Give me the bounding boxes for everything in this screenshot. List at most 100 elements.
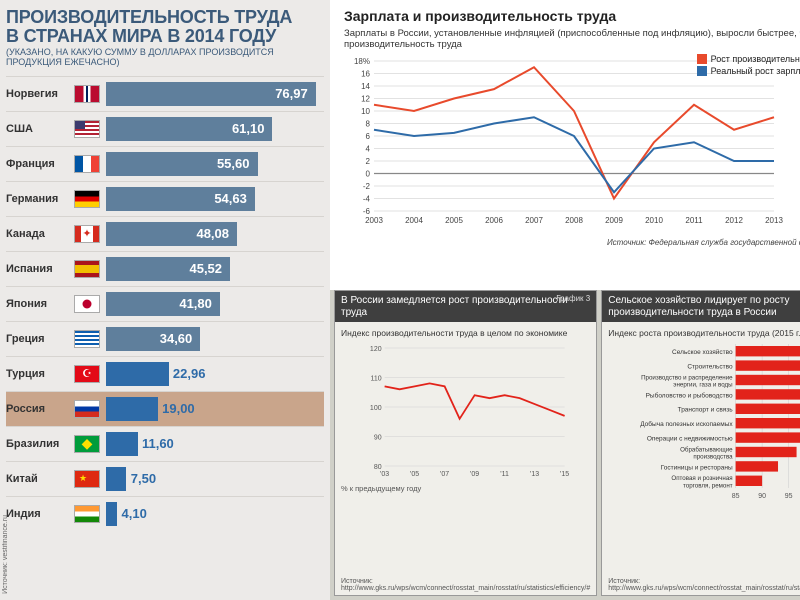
country-name: Турция (6, 368, 74, 380)
svg-text:2013: 2013 (765, 216, 783, 225)
svg-text:Сельское хозяйство: Сельское хозяйство (672, 348, 733, 356)
country-name: Норвегия (6, 88, 74, 100)
tr-title: Зарплата и производительность труда (344, 8, 800, 24)
country-name: США (6, 123, 74, 135)
productivity-bar: 41,80 (106, 292, 220, 316)
country-name: Россия (6, 403, 74, 415)
country-name: Индия (6, 508, 74, 520)
svg-text:'03: '03 (380, 471, 389, 478)
svg-text:2008: 2008 (565, 216, 583, 225)
svg-text:4: 4 (366, 144, 371, 153)
flag-icon (74, 190, 100, 208)
svg-text:80: 80 (374, 464, 382, 471)
svg-text:8: 8 (366, 119, 371, 128)
productivity-bar: 61,10 (106, 117, 272, 141)
svg-text:'13: '13 (530, 471, 539, 478)
country-name: Германия (6, 193, 74, 205)
legend-swatch-prod (697, 54, 707, 64)
country-row: Китай7,50 (6, 461, 324, 496)
country-row: Канада 48,08 (6, 216, 324, 251)
flag-icon (74, 400, 100, 418)
country-row: Испания 45,52 (6, 251, 324, 286)
svg-text:14: 14 (361, 82, 370, 91)
panel3-tag: График 3 (556, 294, 590, 303)
svg-text:2009: 2009 (605, 216, 623, 225)
productivity-bar: 48,08 (106, 222, 237, 246)
svg-text:Обрабатывающие: Обрабатывающие (680, 446, 733, 453)
country-name: Япония (6, 298, 74, 310)
flag-icon (74, 155, 100, 173)
svg-text:16: 16 (361, 69, 370, 78)
productivity-value: 19,00 (162, 401, 195, 416)
productivity-index-line-chart: 8090100110120'03'05'07'09'11'13'15 (341, 342, 590, 482)
svg-text:2011: 2011 (685, 216, 703, 225)
svg-text:2005: 2005 (445, 216, 463, 225)
country-name: Испания (6, 263, 74, 275)
country-row: Норвегия 76,97 (6, 76, 324, 111)
panel4-source: Источник: http://www.gks.ru/wps/wcm/conn… (608, 574, 800, 593)
left-subtitle: (УКАЗАНО, НА КАКУЮ СУММУ В ДОЛЛАРАХ ПРОИ… (6, 48, 324, 68)
svg-text:'05: '05 (410, 471, 419, 478)
svg-text:18%: 18% (354, 57, 370, 66)
svg-text:85: 85 (732, 493, 740, 500)
svg-text:0: 0 (366, 169, 371, 178)
bottom-right-wrap: В России замедляется рост производительн… (330, 290, 800, 600)
country-name: Греция (6, 333, 74, 345)
productivity-value: 7,50 (131, 471, 156, 486)
productivity-bar: 54,63 (106, 187, 255, 211)
svg-text:100: 100 (370, 405, 382, 412)
country-name: Франция (6, 158, 74, 170)
panel4-head: Сельское хозяйство лидирует по росту про… (602, 291, 800, 322)
panel3-xlabel: % к предыдущему году (341, 484, 590, 493)
svg-text:Операции с недвижимостью: Операции с недвижимостью (647, 435, 733, 442)
left-productivity-panel: ПРОИЗВОДИТЕЛЬНОСТЬ ТРУДА В СТРАНАХ МИРА … (0, 0, 330, 600)
flag-icon (74, 295, 100, 313)
flag-icon (74, 225, 100, 243)
tr-source: Источник: Федеральная служба государстве… (344, 238, 800, 247)
svg-text:90: 90 (374, 435, 382, 442)
flag-icon (74, 435, 100, 453)
country-name: Канада (6, 228, 74, 240)
productivity-bar: 45,52 (106, 257, 230, 281)
flag-icon (74, 330, 100, 348)
country-row: Бразилия11,60 (6, 426, 324, 461)
tr-subtitle: Зарплаты в России, установленные инфляци… (344, 28, 800, 51)
svg-text:2: 2 (366, 157, 371, 166)
svg-text:2012: 2012 (725, 216, 743, 225)
country-row: США 61,10 (6, 111, 324, 146)
flag-icon (74, 470, 100, 488)
country-bars: Норвегия 76,97 США 61,10 Франция 55,60 Германи… (6, 76, 324, 531)
svg-text:2010: 2010 (645, 216, 663, 225)
productivity-bar (106, 397, 158, 421)
svg-text:6: 6 (366, 132, 371, 141)
country-row: Япония 41,80 (6, 286, 324, 321)
flag-icon (74, 85, 100, 103)
legend-label-prod: Рост производительности труда (711, 54, 800, 64)
country-row: Германия 54,63 (6, 181, 324, 216)
country-name: Бразилия (6, 438, 74, 450)
productivity-bar (106, 502, 117, 526)
productivity-bar: 76,97 (106, 82, 316, 106)
flag-icon (74, 505, 100, 523)
svg-text:90: 90 (758, 493, 766, 500)
country-row: Россия 19,00 (6, 391, 324, 426)
panel-4: Сельское хозяйство лидирует по росту про… (601, 290, 800, 596)
svg-text:Строительство: Строительство (688, 363, 734, 370)
flag-icon (74, 120, 100, 138)
productivity-bar: 55,60 (106, 152, 258, 176)
flag-icon (74, 260, 100, 278)
svg-text:производства: производства (694, 453, 734, 460)
productivity-bar (106, 467, 126, 491)
productivity-value: 4,10 (122, 506, 147, 521)
country-row: Греция34,60 (6, 321, 324, 356)
productivity-bar (106, 432, 138, 456)
panel4-caption: Индекс роста производительности труда (2… (608, 328, 800, 338)
svg-text:2003: 2003 (365, 216, 383, 225)
svg-text:110: 110 (370, 376, 381, 383)
wage-vs-productivity-panel: Зарплата и производительность труда Зарп… (330, 0, 800, 290)
tr-legend: Рост производительности труда Реальный р… (697, 54, 800, 78)
svg-text:'07: '07 (440, 471, 449, 478)
panel3-head: В России замедляется рост производительн… (335, 291, 596, 322)
svg-text:2007: 2007 (525, 216, 543, 225)
svg-text:'09: '09 (470, 471, 479, 478)
